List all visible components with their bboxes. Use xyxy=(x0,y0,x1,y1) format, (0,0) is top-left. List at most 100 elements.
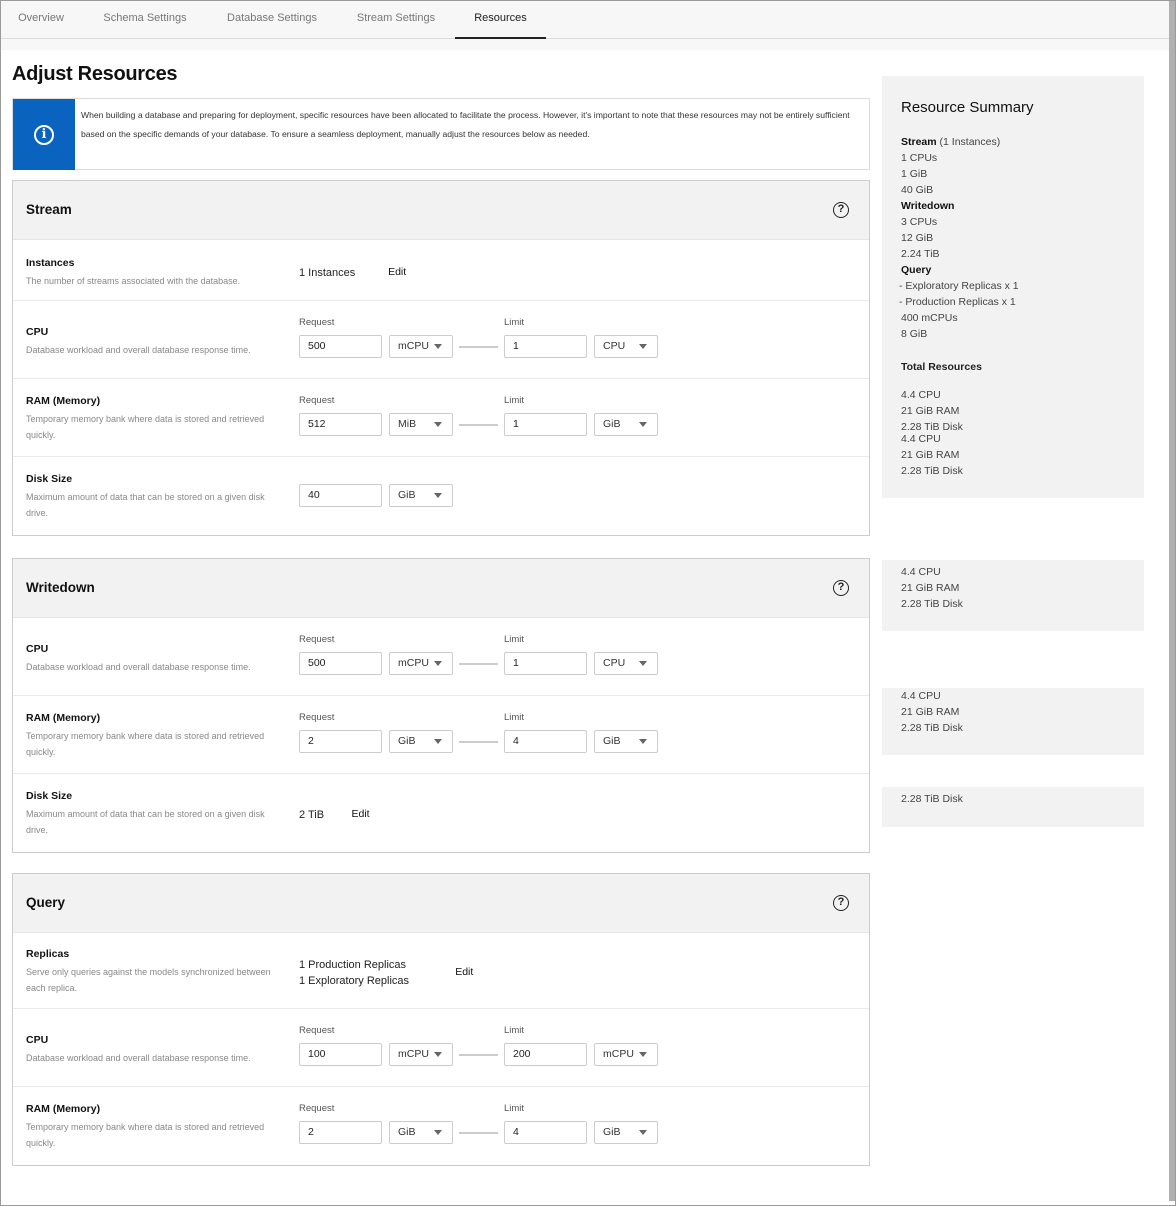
request-unit-select[interactable]: GiB xyxy=(389,484,453,507)
row-instances: Instances The number of streams associate… xyxy=(13,240,869,301)
tab-bar: Overview Schema Settings Database Settin… xyxy=(1,1,1169,39)
info-banner: i When building a database and preparing… xyxy=(12,98,870,170)
limit-unit-select[interactable]: mCPU xyxy=(594,1043,658,1066)
edit-button[interactable]: Edit xyxy=(455,966,474,978)
row-label: Instances xyxy=(26,256,75,269)
row-label: RAM (Memory) xyxy=(26,1103,101,1115)
row-value: 1 Instances xyxy=(299,266,356,279)
limit-unit-select[interactable]: GiB xyxy=(594,1121,658,1144)
section-title: Query xyxy=(26,895,66,910)
chevron-down-icon xyxy=(639,1130,647,1135)
summary-total-line: 2.28 TiB Disk xyxy=(901,465,963,477)
tab-overview[interactable]: Overview xyxy=(18,12,64,24)
row-label: CPU xyxy=(26,326,49,338)
row-description: Maximum amount of data that can be store… xyxy=(26,809,265,835)
summary-total-line: 4.4 CPU xyxy=(901,690,941,702)
summary-total-line: 21 GiB RAM xyxy=(901,787,959,791)
row-label: Replicas xyxy=(26,948,70,960)
row-description: Temporary memory bank where data is stor… xyxy=(26,1122,265,1148)
summary-title: Resource Summary xyxy=(901,99,1034,116)
tab-database-settings[interactable]: Database Settings xyxy=(227,12,317,24)
summary-query-label: Query xyxy=(901,264,932,276)
section-header: Stream? xyxy=(13,181,869,240)
limit-unit-value: GiB xyxy=(603,1126,621,1138)
limit-input[interactable]: 1 xyxy=(504,413,587,436)
summary-line: - Exploratory Replicas x 1 xyxy=(899,280,1019,292)
limit-unit-select[interactable]: GiB xyxy=(594,730,658,753)
limit-input[interactable]: 1 xyxy=(504,652,587,675)
request-input[interactable]: 100 xyxy=(299,1043,382,1066)
summary-ghost: 4.4 CPU 21 GiB RAM 2.28 TiB Disk xyxy=(882,688,1144,755)
request-unit-select[interactable]: mCPU xyxy=(389,652,453,675)
row-label: RAM (Memory) xyxy=(26,395,101,407)
page-title: Adjust Resources xyxy=(12,63,178,85)
row-ram-memory: RAM (Memory) Temporary memory bank where … xyxy=(13,379,869,457)
limit-input[interactable]: 4 xyxy=(504,730,587,753)
help-icon[interactable]: ? xyxy=(833,580,849,596)
chevron-down-icon xyxy=(639,344,647,349)
chevron-down-icon xyxy=(434,422,442,427)
limit-unit-select[interactable]: GiB xyxy=(594,413,658,436)
row-cpu: CPU Database workload and overall databas… xyxy=(13,618,869,696)
row-description: Temporary memory bank where data is stor… xyxy=(26,731,265,757)
range-divider xyxy=(459,741,498,743)
request-input[interactable]: 512 xyxy=(299,413,382,436)
tab-resources[interactable]: Resources xyxy=(455,1,546,39)
limit-unit-value: GiB xyxy=(603,735,621,747)
section-title: Stream xyxy=(26,202,72,217)
summary-total-line: 2.28 TiB Disk xyxy=(901,793,963,805)
chevron-down-icon xyxy=(434,493,442,498)
request-input[interactable]: 500 xyxy=(299,652,382,675)
range-divider xyxy=(459,1132,498,1134)
request-input[interactable]: 40 xyxy=(299,484,382,507)
limit-input[interactable]: 4 xyxy=(504,1121,587,1144)
request-label: Request xyxy=(299,317,335,328)
request-unit-value: mCPU xyxy=(398,657,429,669)
limit-input[interactable]: 1 xyxy=(504,335,587,358)
summary-total-line: 4.4 CPU xyxy=(901,389,941,401)
section-writedown: Writedown? CPU Database workload and overa… xyxy=(12,558,870,853)
scrollbar[interactable] xyxy=(1169,1,1175,1201)
row-label: Disk Size xyxy=(26,473,73,485)
row-value: 2 TiB xyxy=(299,809,325,821)
resource-summary: Resource Summary Stream (1 Instances) 1 … xyxy=(882,76,1144,498)
edit-button[interactable]: Edit xyxy=(351,808,370,820)
chevron-down-icon xyxy=(434,739,442,744)
request-unit-select[interactable]: mCPU xyxy=(389,1043,453,1066)
request-unit-select[interactable]: GiB xyxy=(389,1121,453,1144)
request-unit-value: GiB xyxy=(398,735,416,747)
summary-total-line: 2.28 TiB Disk xyxy=(901,598,963,610)
row-description: Database workload and overall database r… xyxy=(26,345,251,355)
help-icon[interactable]: ? xyxy=(833,895,849,911)
limit-unit-select[interactable]: CPU xyxy=(594,652,658,675)
limit-unit-select[interactable]: CPU xyxy=(594,335,658,358)
tab-schema-settings[interactable]: Schema Settings xyxy=(103,12,187,24)
edit-button[interactable]: Edit xyxy=(388,265,407,278)
summary-ghost: 4.4 CPU 21 GiB RAM 2.28 TiB Disk xyxy=(882,560,1144,631)
range-divider xyxy=(459,1054,498,1056)
request-unit-select[interactable]: GiB xyxy=(389,730,453,753)
section-header: Writedown? xyxy=(13,559,869,618)
limit-input[interactable]: 200 xyxy=(504,1043,587,1066)
limit-label: Limit xyxy=(504,1025,525,1036)
request-input[interactable]: 2 xyxy=(299,1121,382,1144)
request-input[interactable]: 2 xyxy=(299,730,382,753)
summary-total-label: Total Resources xyxy=(901,361,982,373)
range-divider xyxy=(459,424,498,426)
limit-unit-value: mCPU xyxy=(603,1048,634,1060)
summary-total-line: 21 GiB RAM xyxy=(901,405,960,417)
request-label: Request xyxy=(299,712,335,723)
request-unit-select[interactable]: MiB xyxy=(389,413,453,436)
request-label: Request xyxy=(299,395,335,406)
request-unit-select[interactable]: mCPU xyxy=(389,335,453,358)
section-header: Query? xyxy=(13,874,869,933)
request-input[interactable]: 500 xyxy=(299,335,382,358)
range-divider xyxy=(459,663,498,665)
limit-unit-value: GiB xyxy=(603,418,621,430)
limit-label: Limit xyxy=(504,712,525,723)
request-unit-value: mCPU xyxy=(398,340,429,352)
help-icon[interactable]: ? xyxy=(833,202,849,218)
summary-line: - Production Replicas x 1 xyxy=(899,296,1016,308)
tab-stream-settings[interactable]: Stream Settings xyxy=(356,12,436,24)
summary-line: 1 GiB xyxy=(901,168,928,180)
